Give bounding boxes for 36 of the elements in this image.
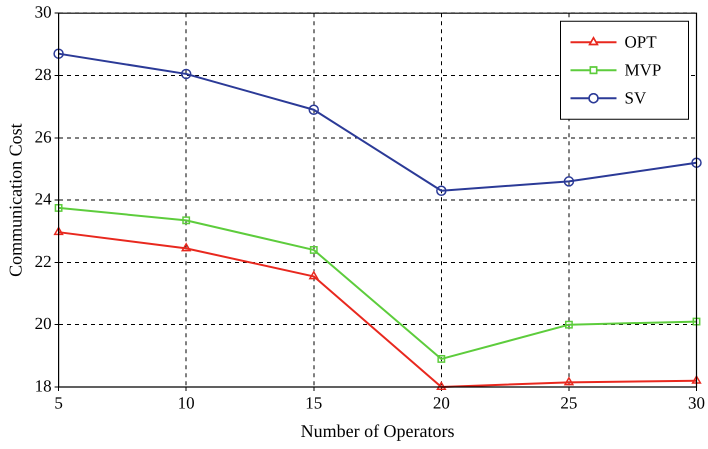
y-axis-title: Communication Cost (6, 123, 26, 277)
x-tick-label: 10 (178, 394, 195, 413)
point (437, 355, 446, 363)
point (692, 318, 700, 326)
y-tick-label: 24 (34, 190, 52, 209)
legend-label: MVP (624, 60, 662, 80)
point (182, 216, 190, 224)
x-tick-label: 25 (560, 394, 578, 413)
point (692, 376, 702, 384)
x-tick-label: 20 (432, 394, 450, 413)
point (310, 246, 318, 254)
point (436, 186, 447, 196)
y-tick-label: 28 (34, 64, 52, 84)
x-tick-label: 30 (688, 394, 705, 413)
x-tick-label: 5 (54, 394, 63, 413)
legend-label: OPT (624, 32, 658, 52)
legend-label: SV (624, 88, 647, 108)
point (180, 68, 192, 80)
y-tick-label: 30 (34, 2, 52, 22)
y-tick-label: 20 (34, 314, 52, 334)
y-tick-label: 22 (34, 252, 52, 271)
point (564, 320, 573, 329)
y-tick-label: 18 (34, 376, 52, 396)
x-axis-title: Number of Operators (300, 420, 455, 441)
point (54, 226, 64, 236)
point (308, 104, 320, 116)
point (53, 48, 64, 59)
point (436, 382, 446, 390)
point (691, 157, 702, 168)
point (564, 176, 574, 187)
point (564, 377, 574, 386)
y-tick-label: 26 (34, 127, 52, 146)
x-tick-label: 15 (305, 394, 322, 413)
point (182, 243, 191, 252)
point (309, 271, 318, 280)
point (54, 204, 63, 212)
